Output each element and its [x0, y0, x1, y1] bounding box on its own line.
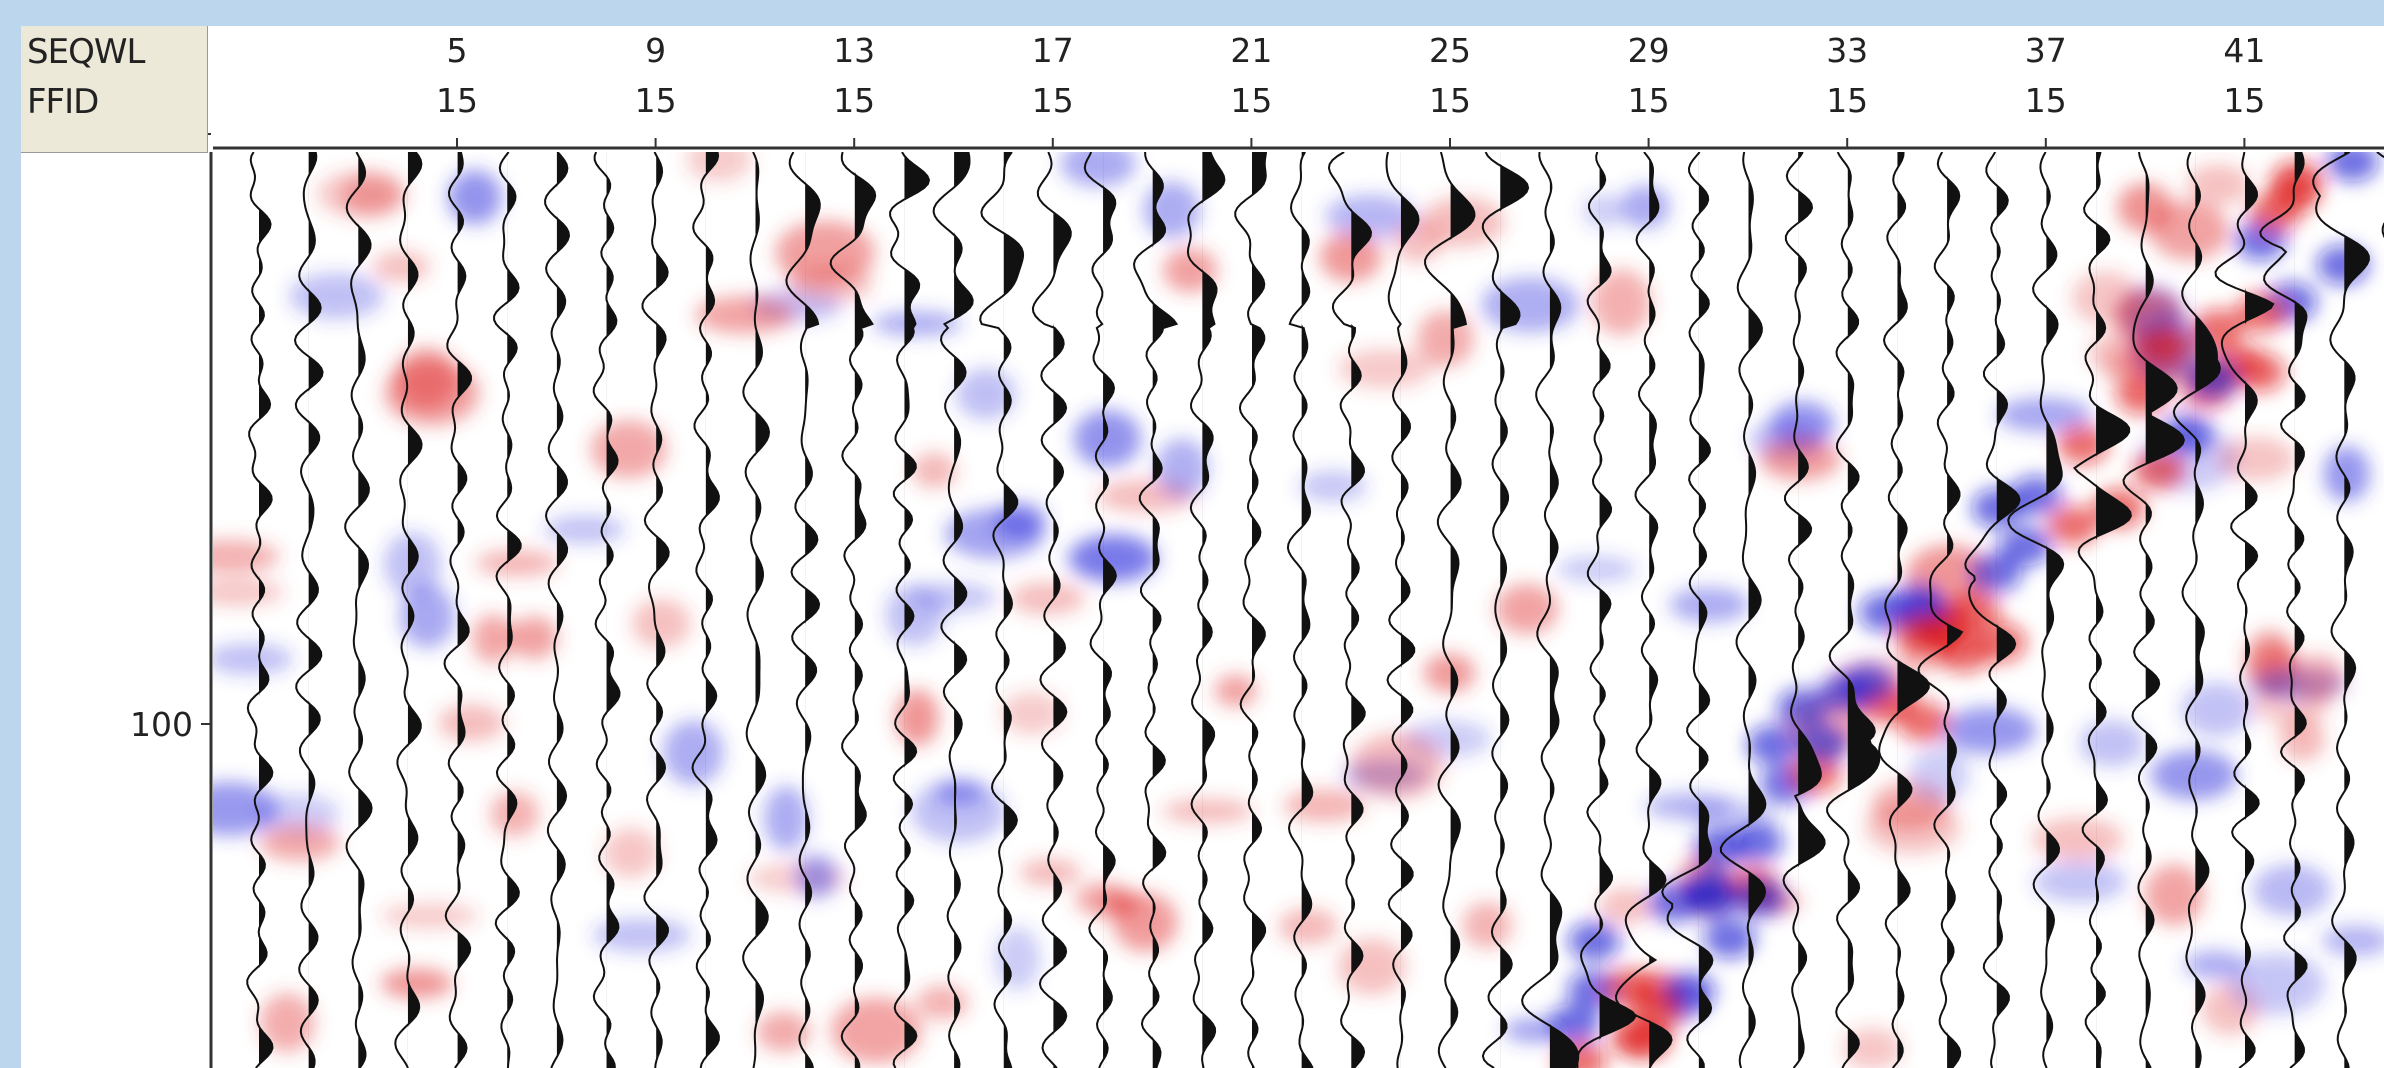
color-blob — [2151, 750, 2238, 800]
color-blob — [1156, 438, 1208, 498]
color-blob — [873, 311, 962, 336]
color-blob — [1970, 553, 2022, 593]
color-blob — [1669, 587, 1749, 622]
trace-number: 5 — [447, 31, 468, 70]
trace-number: 13 — [833, 31, 875, 70]
color-blob — [2032, 817, 2123, 861]
color-blob — [381, 903, 478, 929]
color-blob — [1819, 673, 1871, 713]
color-blob — [544, 515, 625, 543]
color-blob — [603, 828, 658, 878]
trace-number: 25 — [1429, 31, 1471, 70]
color-blob — [796, 854, 838, 898]
color-blob — [895, 689, 938, 746]
color-blob — [1568, 921, 1620, 961]
color-blob — [259, 824, 339, 861]
color-blob — [381, 969, 454, 999]
color-blob — [591, 420, 667, 478]
trace-number: 9 — [645, 31, 666, 70]
color-blob — [2072, 271, 2140, 325]
ffid-number: 15 — [635, 81, 677, 120]
trace-number: 29 — [1628, 31, 1670, 70]
trace-number: 33 — [1826, 31, 1868, 70]
color-blob — [341, 174, 401, 216]
trace-number: 41 — [2223, 31, 2265, 70]
color-blob — [886, 584, 944, 646]
color-blob — [663, 720, 724, 785]
color-blob — [788, 264, 873, 303]
color-blob — [1645, 792, 1734, 819]
color-blob — [1747, 725, 1799, 765]
color-blob — [2233, 352, 2285, 392]
ffid-number: 15 — [2025, 81, 2067, 120]
header-label: FFID — [27, 82, 98, 122]
color-blob — [2218, 437, 2295, 481]
trace-number: 37 — [2025, 31, 2067, 70]
ffid-number: 15 — [1628, 81, 1670, 120]
seismic-viewer: 5159151315171521152515291533153715411511… — [0, 0, 2384, 1068]
trace-display: 5159151315171521152515291533153715411511… — [21, 26, 2384, 1068]
ffid-number: 15 — [2223, 81, 2265, 120]
header-label: SEQWL — [27, 32, 144, 72]
color-blob — [764, 786, 808, 851]
color-blob — [1215, 675, 1257, 707]
color-blob — [756, 1012, 810, 1052]
color-blob — [511, 616, 557, 659]
color-blob — [438, 704, 505, 741]
color-blob — [289, 273, 384, 319]
ffid-number: 15 — [1826, 81, 1868, 120]
ffid-number: 15 — [1032, 81, 1074, 120]
color-blob — [1731, 822, 1783, 862]
ffid-number: 15 — [436, 81, 478, 120]
y-label: 100 — [130, 705, 193, 744]
header-box: SEQWL FFID — [21, 26, 208, 153]
ffid-number: 15 — [1429, 81, 1471, 120]
color-blob — [1943, 707, 2036, 754]
color-blob — [995, 927, 1041, 990]
color-blob — [1020, 859, 1081, 886]
color-blob — [2295, 654, 2343, 702]
color-blob — [1074, 410, 1141, 467]
color-blob — [1686, 879, 1738, 919]
trace-number: 21 — [1230, 31, 1272, 70]
trace-number: 17 — [1032, 31, 1074, 70]
ffid-number: 15 — [833, 81, 875, 120]
color-blob — [1909, 746, 1969, 803]
ffid-number: 15 — [1230, 81, 1272, 120]
color-blob — [207, 643, 293, 674]
color-blob — [1010, 582, 1085, 615]
color-blob — [2229, 953, 2325, 1015]
color-blob — [1320, 232, 1382, 282]
color-blob — [2181, 682, 2252, 737]
color-blob — [916, 985, 968, 1019]
color-blob — [1620, 185, 1670, 228]
color-blob — [1113, 893, 1178, 952]
color-blob — [1556, 556, 1636, 583]
color-blob — [1424, 654, 1476, 693]
color-blob — [372, 251, 429, 282]
color-blob — [1162, 799, 1253, 823]
